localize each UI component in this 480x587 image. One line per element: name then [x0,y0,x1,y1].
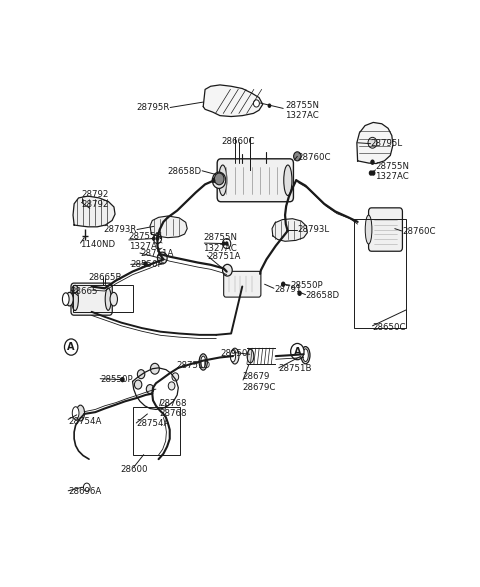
Circle shape [137,370,145,379]
Circle shape [150,363,159,374]
Ellipse shape [76,405,84,421]
Polygon shape [203,85,263,117]
Text: 28795L: 28795L [371,139,403,148]
Circle shape [144,261,148,266]
Ellipse shape [284,165,292,195]
Ellipse shape [219,165,227,195]
Circle shape [157,252,167,264]
Text: 28665B: 28665B [88,273,121,282]
Circle shape [72,285,78,292]
Text: A: A [294,346,301,356]
Circle shape [64,339,78,355]
FancyBboxPatch shape [71,283,112,315]
Circle shape [212,172,226,188]
Text: 28760C: 28760C [297,153,331,162]
Text: 28795R: 28795R [136,103,170,112]
Bar [354,219,406,328]
FancyBboxPatch shape [369,208,402,251]
Circle shape [368,137,377,148]
Text: 28550P: 28550P [100,375,133,384]
Text: 28793R: 28793R [103,225,136,234]
Text: 28793L: 28793L [297,225,329,234]
Polygon shape [73,196,115,227]
Polygon shape [150,216,187,238]
Circle shape [172,373,179,381]
Circle shape [223,264,232,276]
Circle shape [84,483,90,491]
Text: 28550P: 28550P [290,281,323,290]
Ellipse shape [365,215,372,244]
Circle shape [223,238,231,248]
Ellipse shape [105,288,111,311]
Text: 28754A: 28754A [68,417,102,426]
Text: 28751D: 28751D [177,360,211,370]
Ellipse shape [72,288,78,311]
Text: 28658D: 28658D [305,291,340,299]
Ellipse shape [230,350,236,362]
Text: 28755N
1327AC: 28755N 1327AC [203,234,237,253]
Circle shape [134,380,142,389]
Text: 28791: 28791 [274,285,301,294]
Text: 28751A: 28751A [140,249,173,258]
Ellipse shape [199,354,207,370]
Circle shape [370,160,375,165]
Text: 28754A: 28754A [136,419,169,429]
Circle shape [222,241,226,246]
Circle shape [168,382,175,390]
Text: 28660C: 28660C [222,137,255,146]
Circle shape [253,100,259,107]
Text: 28768
28768: 28768 28768 [160,399,187,418]
Circle shape [267,103,271,108]
Text: A: A [67,342,75,352]
Text: 28950: 28950 [220,349,248,358]
Text: 28665: 28665 [71,286,98,295]
Text: 28679
28679C: 28679 28679C [242,372,276,392]
Circle shape [369,170,373,176]
Polygon shape [357,123,393,164]
Bar [132,407,180,454]
Circle shape [297,291,302,296]
Text: 28755N
1327AC: 28755N 1327AC [129,232,163,251]
Ellipse shape [62,293,69,305]
Ellipse shape [303,349,308,362]
Text: 28760C: 28760C [402,227,436,236]
Ellipse shape [301,346,310,364]
Circle shape [84,485,87,490]
Ellipse shape [247,349,254,363]
Text: 28751B: 28751B [279,365,312,373]
Circle shape [371,170,375,176]
Bar [73,285,132,312]
FancyBboxPatch shape [224,271,261,297]
Text: 28658D: 28658D [167,167,202,176]
Text: 28650C: 28650C [372,323,406,332]
Text: 28755N
1327AC: 28755N 1327AC [285,100,319,120]
Circle shape [215,173,224,185]
Ellipse shape [72,407,79,419]
Text: 1140ND: 1140ND [81,239,116,248]
Text: 28751A: 28751A [207,252,240,261]
Circle shape [225,241,228,246]
Circle shape [290,343,304,360]
Circle shape [120,377,125,382]
Ellipse shape [231,348,239,364]
Circle shape [156,237,159,241]
Text: 28696A: 28696A [68,487,101,496]
Circle shape [146,384,154,394]
FancyBboxPatch shape [217,159,293,202]
Ellipse shape [201,356,205,368]
Ellipse shape [66,292,73,306]
Circle shape [281,282,286,287]
Circle shape [152,237,156,241]
Polygon shape [272,219,307,241]
Circle shape [294,152,301,161]
Text: 28550P: 28550P [131,260,163,269]
Text: 28755N
1327AC: 28755N 1327AC [375,161,409,181]
Ellipse shape [110,292,118,306]
Text: 28600: 28600 [120,464,147,474]
Text: 28792
28792: 28792 28792 [82,190,109,209]
Circle shape [154,234,162,244]
Circle shape [212,177,216,183]
